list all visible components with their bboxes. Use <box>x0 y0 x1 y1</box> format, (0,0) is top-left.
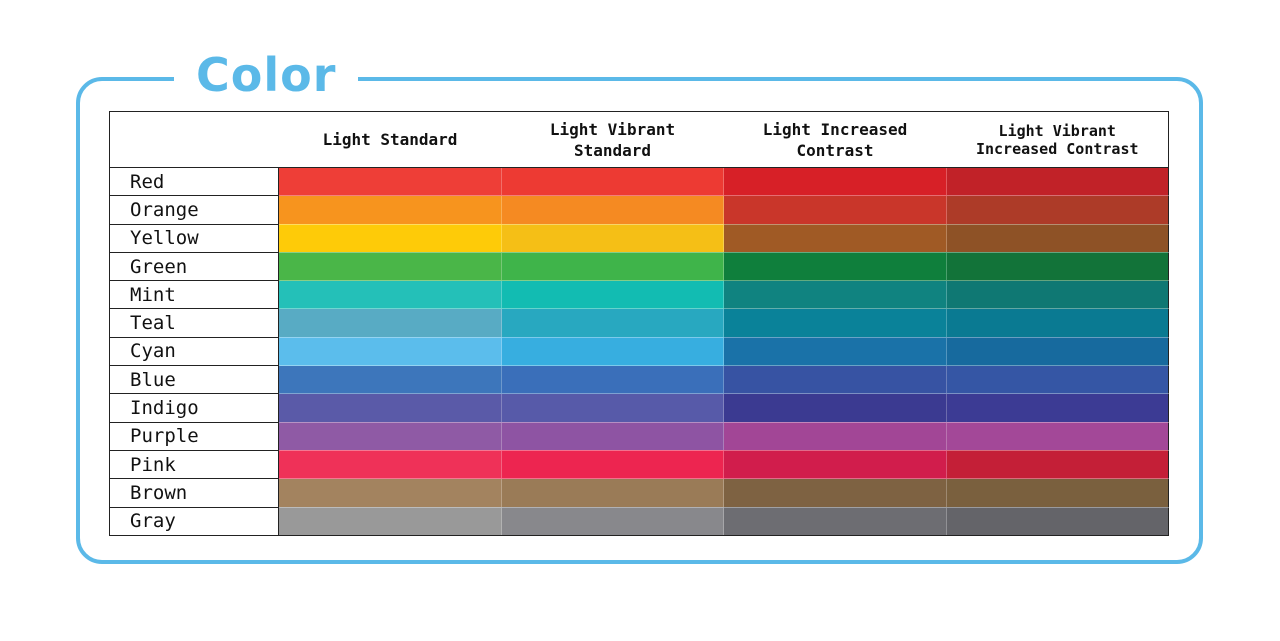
color-swatch <box>946 224 1169 253</box>
color-swatch <box>501 308 724 338</box>
color-swatch <box>723 507 947 536</box>
color-row: Mint <box>109 280 1169 310</box>
color-name: Gray <box>109 507 279 536</box>
color-swatch <box>946 308 1169 338</box>
color-row: Blue <box>109 365 1169 395</box>
color-swatch <box>723 337 947 367</box>
column-header: Light Vibrant Standard <box>501 111 724 168</box>
color-row: Cyan <box>109 337 1169 367</box>
column-header: Light Vibrant Increased Contrast <box>946 111 1169 168</box>
color-swatch <box>723 422 947 451</box>
color-swatch <box>278 365 502 395</box>
color-swatch <box>946 393 1169 423</box>
color-name: Blue <box>109 365 279 395</box>
color-name: Green <box>109 252 279 282</box>
color-swatch <box>501 422 724 451</box>
color-swatch <box>278 167 502 197</box>
color-name: Brown <box>109 478 279 508</box>
color-swatch <box>946 252 1169 282</box>
column-header: Light Standard <box>278 111 502 168</box>
color-swatch <box>278 393 502 423</box>
color-swatch <box>946 507 1169 536</box>
color-swatch <box>501 195 724 225</box>
color-swatch <box>278 337 502 367</box>
color-row: Orange <box>109 195 1169 225</box>
color-name: Mint <box>109 280 279 310</box>
header-corner <box>109 111 279 168</box>
color-swatch <box>501 450 724 480</box>
color-swatch <box>501 365 724 395</box>
color-swatch <box>278 507 502 536</box>
color-row: Pink <box>109 450 1169 480</box>
column-header: Light Increased Contrast <box>723 111 947 168</box>
color-swatch <box>501 224 724 253</box>
color-swatch <box>946 450 1169 480</box>
color-swatch <box>501 252 724 282</box>
color-swatch <box>278 224 502 253</box>
color-swatch <box>501 478 724 508</box>
color-swatch <box>946 478 1169 508</box>
color-name: Pink <box>109 450 279 480</box>
color-swatch <box>946 365 1169 395</box>
color-table: Light Standard Light Vibrant Standard Li… <box>109 111 1169 536</box>
color-swatch <box>723 167 947 197</box>
header-row: Light Standard Light Vibrant Standard Li… <box>109 111 1169 168</box>
color-swatch <box>278 195 502 225</box>
color-swatch <box>946 280 1169 310</box>
page-title: Color <box>174 44 359 106</box>
color-name: Purple <box>109 422 279 451</box>
color-row: Brown <box>109 478 1169 508</box>
color-swatch <box>278 252 502 282</box>
color-name: Orange <box>109 195 279 225</box>
color-row: Indigo <box>109 393 1169 423</box>
color-swatch <box>278 478 502 508</box>
color-swatch <box>723 365 947 395</box>
color-row: Green <box>109 252 1169 282</box>
color-swatch <box>501 167 724 197</box>
color-swatch <box>946 167 1169 197</box>
color-name: Yellow <box>109 224 279 253</box>
color-swatch <box>278 422 502 451</box>
color-name: Cyan <box>109 337 279 367</box>
color-name: Red <box>109 167 279 197</box>
color-swatch <box>501 337 724 367</box>
color-swatch <box>723 308 947 338</box>
color-row: Yellow <box>109 224 1169 253</box>
color-swatch <box>723 450 947 480</box>
color-swatch <box>946 422 1169 451</box>
color-swatch <box>723 478 947 508</box>
color-swatch <box>278 308 502 338</box>
color-name: Indigo <box>109 393 279 423</box>
color-swatch <box>501 280 724 310</box>
color-swatch <box>723 393 947 423</box>
color-row: Purple <box>109 422 1169 451</box>
color-swatch <box>278 450 502 480</box>
color-name: Teal <box>109 308 279 338</box>
color-frame <box>76 77 1203 564</box>
color-row: Red <box>109 167 1169 197</box>
color-swatch <box>723 224 947 253</box>
color-swatch <box>946 337 1169 367</box>
color-swatch <box>946 195 1169 225</box>
color-swatch <box>723 252 947 282</box>
color-swatch <box>501 393 724 423</box>
color-swatch <box>723 280 947 310</box>
color-row: Teal <box>109 308 1169 338</box>
color-swatch <box>278 280 502 310</box>
color-row: Gray <box>109 507 1169 536</box>
color-swatch <box>723 195 947 225</box>
color-swatch <box>501 507 724 536</box>
